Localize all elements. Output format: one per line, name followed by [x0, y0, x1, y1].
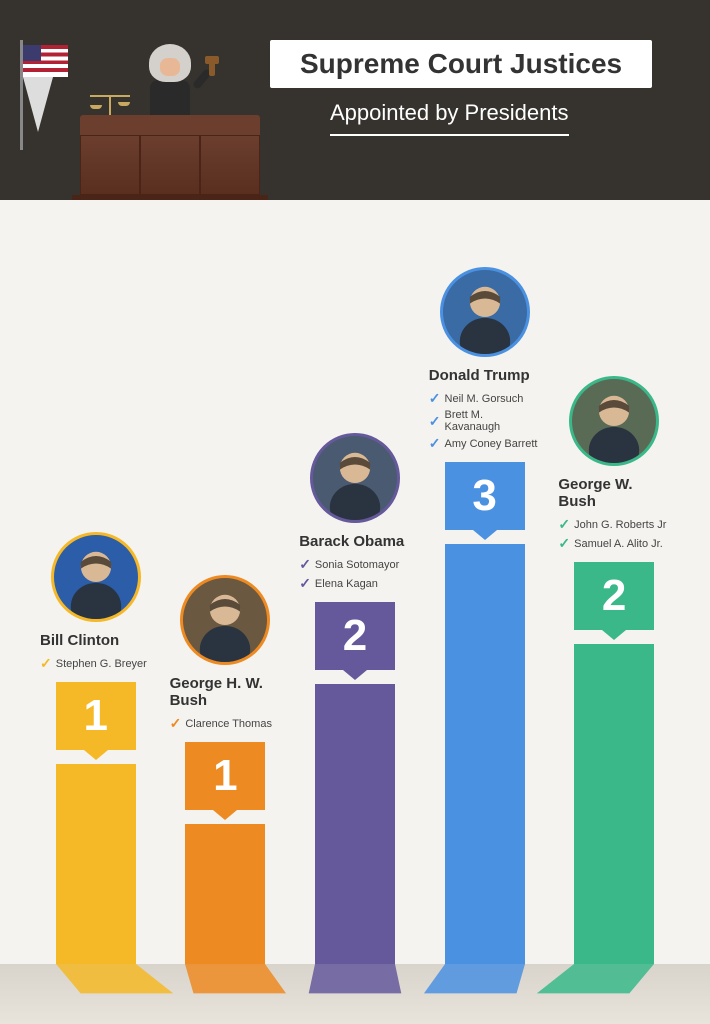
- president-avatar: [180, 575, 270, 665]
- president-name: Donald Trump: [429, 367, 541, 384]
- floor-stripe: [537, 964, 654, 993]
- check-icon: ✓: [299, 556, 311, 573]
- bar-info: Barack Obama ✓ Sonia Sotomayor ✓ Elena Kagan: [299, 433, 411, 594]
- president-name: Barack Obama: [299, 533, 411, 550]
- justice-item: ✓Brett M. Kavanaugh: [429, 409, 541, 433]
- justice-name: Elena Kagan: [315, 578, 378, 590]
- bar-body: [574, 644, 654, 964]
- justice-name: John G. Roberts Jr: [574, 519, 666, 531]
- bench-icon: [80, 115, 260, 200]
- justice-item: ✓ Neil M. Gorsuch: [429, 390, 541, 407]
- bar-body: [445, 544, 525, 964]
- bar-column: Donald Trump ✓ Neil M. Gorsuch ✓Brett M. Ka…: [429, 267, 541, 964]
- bar-column: Barack Obama ✓ Sonia Sotomayor ✓ Elena Kagan…: [299, 433, 411, 964]
- count-badge: 1: [185, 742, 265, 810]
- justice-name: Samuel A. Alito Jr.: [574, 538, 663, 550]
- president-name: George W. Bush: [558, 476, 670, 510]
- president-avatar: [310, 433, 400, 523]
- flag-icon: [20, 40, 68, 120]
- justice-item: ✓ Sonia Sotomayor: [299, 556, 411, 573]
- bar-info: Donald Trump ✓ Neil M. Gorsuch ✓Brett M. Ka…: [429, 267, 541, 454]
- justice-name: Amy Coney Barrett: [445, 438, 538, 450]
- page-subtitle: Appointed by Presidents: [330, 100, 569, 136]
- title-box: Supreme Court Justices: [270, 40, 652, 88]
- president-avatar: [440, 267, 530, 357]
- bar-column: Bill Clinton ✓ Stephen G. Breyer 1: [40, 532, 152, 964]
- bar-info: Bill Clinton ✓ Stephen G. Breyer: [40, 532, 152, 674]
- bar-column: George H. W. Bush ✓Clarence Thomas 1: [170, 575, 282, 964]
- justice-name: Neil M. Gorsuch: [445, 393, 524, 405]
- check-icon: ✓: [558, 535, 570, 552]
- president-avatar: [569, 376, 659, 466]
- justice-item: ✓ Stephen G. Breyer: [40, 655, 152, 672]
- justice-item: ✓Clarence Thomas: [170, 715, 282, 732]
- check-icon: ✓: [170, 715, 182, 732]
- check-icon: ✓: [299, 575, 311, 592]
- header: Supreme Court Justices Appointed by Pres…: [0, 0, 710, 200]
- floor-stripe: [185, 964, 286, 993]
- floor-3d: [0, 964, 710, 1024]
- bar-info: George H. W. Bush ✓Clarence Thomas: [170, 575, 282, 734]
- justice-name: Brett M. Kavanaugh: [445, 409, 541, 433]
- count-badge: 2: [574, 562, 654, 630]
- president-name: George H. W. Bush: [170, 675, 282, 709]
- check-icon: ✓: [429, 435, 441, 452]
- check-icon: ✓: [558, 516, 570, 533]
- judge-illustration: [20, 30, 270, 200]
- count-badge: 1: [56, 682, 136, 750]
- count-badge: 3: [445, 462, 525, 530]
- justice-name: Stephen G. Breyer: [56, 658, 147, 670]
- justice-item: ✓ John G. Roberts Jr: [558, 516, 670, 533]
- check-icon: ✓: [429, 413, 441, 430]
- bars-container: Bill Clinton✓Stephen G. Breyer1George H.…: [40, 234, 670, 964]
- judge-icon: [135, 50, 205, 120]
- justice-item: ✓ Elena Kagan: [299, 575, 411, 592]
- check-icon: ✓: [429, 390, 441, 407]
- bar-body: [56, 764, 136, 964]
- justice-name: Sonia Sotomayor: [315, 559, 399, 571]
- count-badge: 2: [315, 602, 395, 670]
- justice-name: Clarence Thomas: [185, 718, 272, 730]
- page-title: Supreme Court Justices: [300, 48, 622, 80]
- bar-body: [315, 684, 395, 964]
- bar-column: George W. Bush ✓ John G. Roberts Jr ✓ Samuel…: [558, 376, 670, 964]
- justice-item: ✓ Amy Coney Barrett: [429, 435, 541, 452]
- chart-area: Bill Clinton✓Stephen G. Breyer1George H.…: [0, 200, 710, 1024]
- check-icon: ✓: [40, 655, 52, 672]
- bar-info: George W. Bush ✓ John G. Roberts Jr ✓ Samuel…: [558, 376, 670, 554]
- floor-stripe: [424, 964, 525, 993]
- justice-item: ✓ Samuel A. Alito Jr.: [558, 535, 670, 552]
- president-name: Bill Clinton: [40, 632, 152, 649]
- floor-stripe: [309, 964, 402, 993]
- president-avatar: [51, 532, 141, 622]
- floor-stripe: [56, 964, 173, 993]
- bar-body: [185, 824, 265, 964]
